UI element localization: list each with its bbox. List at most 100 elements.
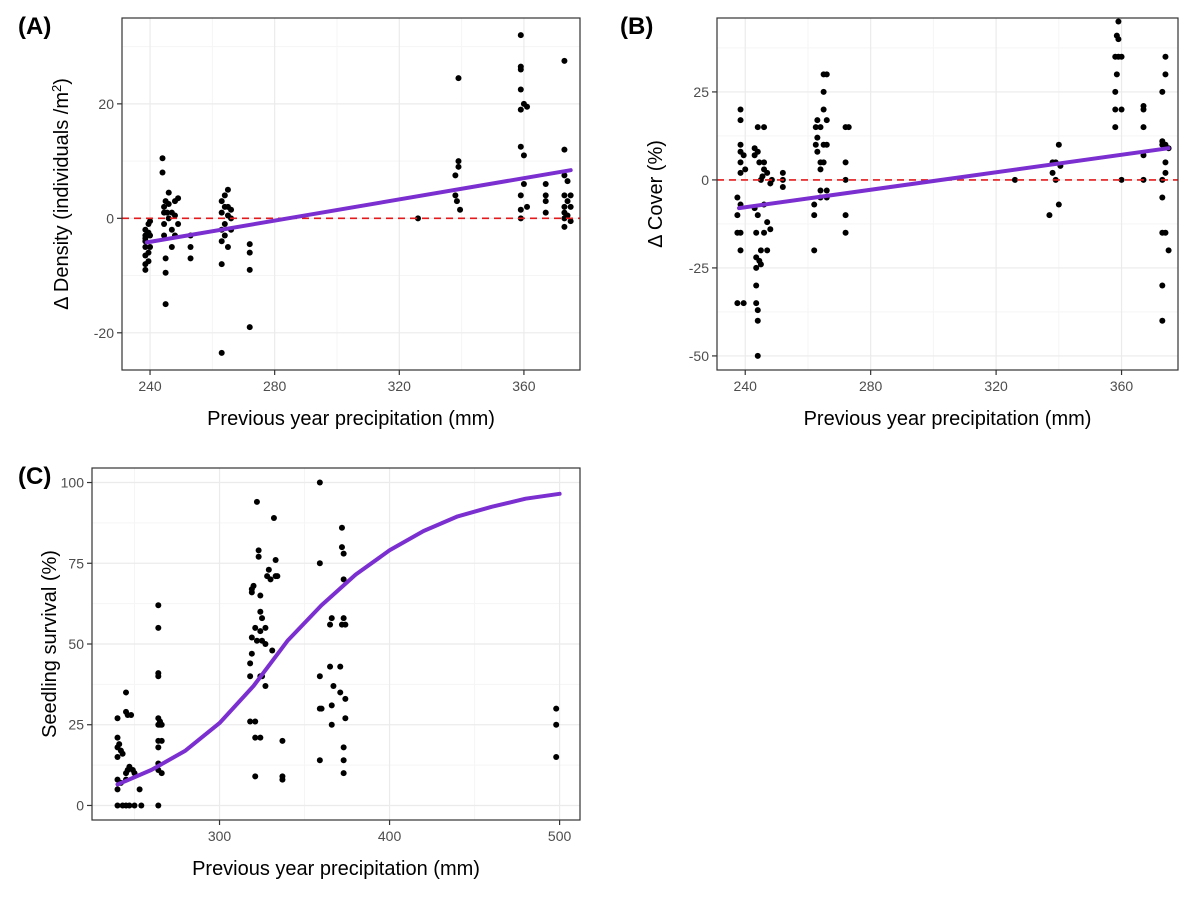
data-point (823, 71, 830, 78)
plot-background (122, 18, 580, 370)
data-point (340, 744, 347, 751)
data-point (1055, 141, 1062, 148)
data-point (224, 186, 231, 193)
data-point (269, 647, 276, 654)
data-point (561, 146, 568, 153)
data-point (845, 124, 852, 131)
data-point (520, 180, 527, 187)
data-point (155, 624, 162, 631)
data-point (737, 141, 744, 148)
data-point (164, 209, 171, 216)
x-tick-label: 400 (378, 828, 402, 844)
data-point (342, 695, 349, 702)
data-point (1162, 229, 1169, 236)
data-point (116, 741, 123, 748)
data-point (561, 223, 568, 230)
data-point (452, 172, 459, 179)
data-point (171, 212, 178, 219)
data-point (250, 582, 257, 589)
regression-line (737, 146, 1171, 211)
data-layer (717, 18, 1178, 359)
panel-tag-b: (B) (620, 13, 653, 40)
data-point (159, 155, 166, 162)
data-point (114, 734, 121, 741)
data-point (131, 802, 138, 809)
data-point (517, 192, 524, 199)
data-point (318, 705, 325, 712)
data-point (262, 641, 269, 647)
y-tick-label: 0 (106, 210, 114, 226)
data-point (842, 159, 849, 166)
data-point (155, 602, 162, 609)
data-point (338, 524, 345, 531)
data-point (228, 206, 235, 213)
data-point (779, 169, 786, 176)
data-point (753, 282, 760, 289)
data-point (246, 266, 253, 273)
data-point (1055, 201, 1062, 208)
data-point (553, 721, 560, 728)
data-point (455, 158, 462, 165)
data-point (779, 183, 786, 190)
data-point (161, 203, 168, 210)
data-point (136, 786, 143, 793)
data-point (842, 212, 849, 219)
data-point (517, 206, 524, 213)
data-point (820, 88, 827, 95)
data-point (316, 560, 323, 567)
data-point (218, 209, 225, 216)
data-point (158, 770, 165, 777)
panel-tag-a: (A) (18, 13, 51, 40)
data-point (764, 169, 771, 176)
data-point (337, 663, 344, 670)
data-point (734, 300, 741, 307)
data-point (247, 660, 254, 667)
data-point (754, 148, 761, 155)
data-point (270, 515, 277, 522)
data-point (737, 229, 744, 236)
data-point (817, 166, 824, 173)
x-tick-label: 240 (734, 378, 758, 394)
data-point (767, 226, 774, 233)
data-point (567, 192, 574, 199)
data-point (218, 198, 225, 205)
data-point (823, 117, 830, 124)
data-point (753, 229, 760, 236)
data-point (811, 212, 818, 219)
data-point (737, 247, 744, 254)
data-point (147, 243, 154, 250)
data-point (740, 152, 747, 159)
data-point (764, 219, 771, 226)
data-point (1046, 212, 1053, 219)
data-point (142, 235, 149, 242)
chart-c: 300 400 500 0 25 50 75 100 Previous year precipi… (39, 467, 581, 880)
data-point (761, 124, 768, 131)
data-point (1159, 88, 1166, 95)
data-layer (114, 479, 562, 809)
y-axis-title: Δ Density (individuals /m2) (49, 78, 74, 310)
data-point (114, 786, 121, 793)
data-point (1140, 124, 1147, 131)
regression-line (144, 168, 573, 245)
data-point (814, 134, 821, 141)
y-tick-label: -50 (689, 348, 709, 364)
data-point (553, 705, 560, 712)
data-point (1162, 169, 1169, 176)
data-point (811, 247, 818, 254)
data-point (175, 221, 182, 228)
data-point (316, 757, 323, 764)
logistic-fit-curve (115, 491, 562, 787)
data-point (542, 209, 549, 216)
data-point (737, 106, 744, 113)
data-point (737, 169, 744, 176)
data-point (155, 802, 162, 809)
data-point (328, 721, 335, 728)
data-point (340, 550, 347, 557)
data-point (452, 192, 459, 199)
data-point (737, 159, 744, 166)
data-point (165, 215, 172, 222)
data-point (253, 498, 260, 505)
data-point (842, 176, 849, 183)
data-point (155, 744, 162, 751)
data-point (1112, 88, 1119, 95)
